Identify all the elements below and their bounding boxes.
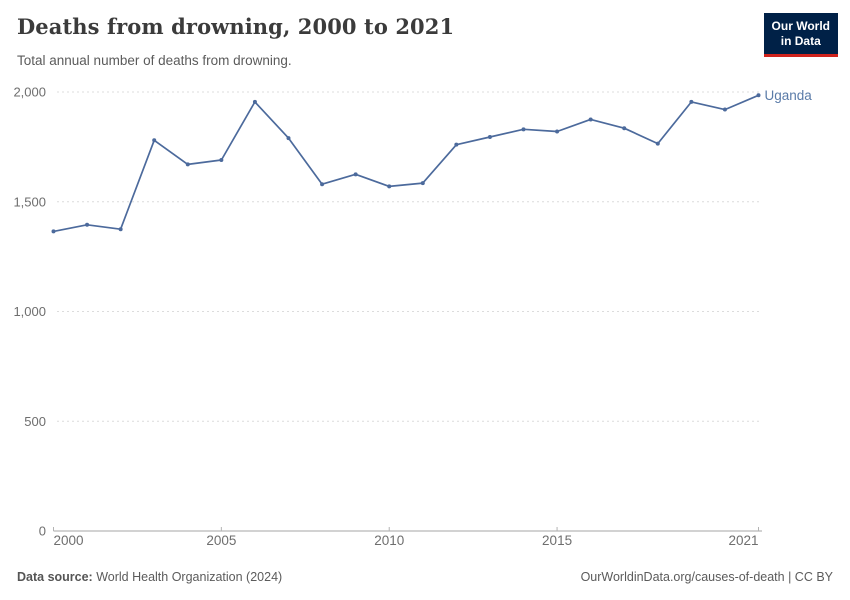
owid-logo-line2: in Data (780, 34, 821, 48)
data-point[interactable] (252, 99, 257, 104)
data-point[interactable] (655, 141, 660, 146)
y-axis-label: 2,000 (13, 85, 46, 100)
data-point[interactable] (487, 134, 492, 139)
y-axis-label: 1,000 (13, 304, 46, 319)
chart-title: Deaths from drowning, 2000 to 2021 (17, 14, 455, 39)
x-axis-label: 2005 (206, 533, 236, 548)
data-point[interactable] (588, 117, 593, 122)
data-point[interactable] (353, 172, 358, 177)
y-axis-label: 0 (39, 524, 46, 539)
data-point[interactable] (722, 107, 727, 112)
data-point[interactable] (286, 136, 291, 141)
data-point[interactable] (185, 162, 190, 167)
data-point[interactable] (689, 99, 694, 104)
x-axis-label: 2015 (542, 533, 572, 548)
data-line (52, 94, 760, 233)
chart-subtitle: Total annual number of deaths from drown… (17, 53, 292, 68)
data-point[interactable] (420, 181, 425, 186)
data-point[interactable] (521, 127, 526, 132)
data-source-label: Data source: (17, 570, 93, 584)
x-axis-label: 2000 (54, 533, 84, 548)
x-axis-label: 2021 (728, 533, 758, 548)
data-point[interactable] (320, 182, 325, 187)
data-point[interactable] (51, 229, 56, 234)
data-point[interactable] (387, 184, 392, 189)
attribution-link[interactable]: OurWorldinData.org/causes-of-death | CC … (580, 570, 833, 584)
owid-logo-line1: Our World (771, 19, 830, 33)
chart-footer: Data source: World Health Organization (… (0, 567, 850, 591)
entity-label[interactable]: Uganda (765, 88, 813, 103)
x-axis-label: 2010 (374, 533, 404, 548)
data-point[interactable] (555, 129, 560, 134)
data-point[interactable] (118, 227, 123, 232)
data-point[interactable] (454, 142, 459, 147)
data-point[interactable] (756, 93, 761, 98)
y-axis-label: 500 (24, 414, 46, 429)
data-source-value: World Health Organization (2024) (92, 570, 283, 584)
data-point[interactable] (85, 222, 90, 227)
data-point[interactable] (219, 158, 224, 163)
y-axis-label: 1,500 (13, 194, 46, 209)
data-point[interactable] (622, 126, 627, 131)
data-point[interactable] (152, 138, 157, 143)
data-source: Data source: World Health Organization (… (17, 570, 282, 584)
owid-logo[interactable]: Our World in Data (763, 13, 838, 57)
